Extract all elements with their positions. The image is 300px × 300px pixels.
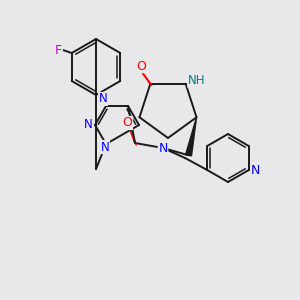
Text: N: N (100, 141, 109, 154)
Text: N: N (158, 142, 168, 154)
Text: N: N (99, 92, 107, 105)
Text: NH: NH (188, 74, 206, 87)
Text: N: N (84, 118, 92, 131)
Text: O: O (136, 60, 146, 73)
Text: N: N (251, 164, 260, 176)
Polygon shape (186, 117, 196, 156)
Text: O: O (123, 116, 133, 130)
Text: F: F (55, 44, 62, 56)
